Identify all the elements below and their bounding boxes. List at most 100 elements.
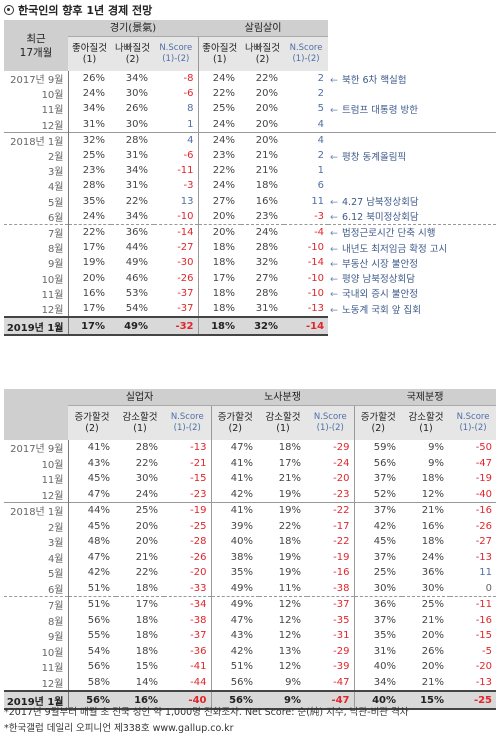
percent-cell: 35% [353, 628, 403, 644]
table-row: 11월 16% 53% -37 18% 28% -10 ← 국내외 증시 불안정 [4, 285, 496, 301]
percent-cell: 16% [255, 195, 279, 207]
net-score-cell: 5 [317, 103, 325, 115]
percent-cell: 45% [353, 534, 403, 550]
percent-cell: 17% [116, 596, 164, 613]
net-score-header: N.Score (1)-(2) [284, 36, 329, 71]
event-cell: ← 평양 남북정상회담 [328, 270, 496, 285]
arrow-left-icon: ← [330, 258, 339, 270]
percent-cell: 36% [421, 567, 445, 579]
net-score-cell: -8 [183, 73, 194, 85]
event-cell: ← 트럼프 대통령 방한 [328, 101, 496, 116]
percent-cell: 20% [135, 520, 158, 532]
total-value-cell: 56% [68, 690, 116, 710]
table-row: 3월 23% 34% -11 22% 21% 1 [4, 163, 496, 179]
net-score-cell: 4 [284, 131, 329, 148]
net-score-cell: -27 [475, 536, 493, 548]
percent-cell: 12% [421, 488, 445, 500]
percent-cell: 12% [259, 596, 307, 613]
percent-cell: 25% [353, 565, 403, 581]
percent-cell: 21% [135, 551, 158, 563]
percent-cell: 37% [353, 612, 403, 628]
percent-cell: 26% [421, 645, 445, 657]
net-score-cell: -34 [164, 596, 211, 613]
percent-cell: 42% [210, 486, 259, 503]
percent-cell: 23% [255, 210, 279, 222]
response-header: 감소할것 (1) [402, 405, 451, 440]
event-label: 트럼프 대통령 방한 [342, 104, 418, 116]
net-score-cell: -36 [190, 645, 207, 657]
month-cell: 9월 [4, 628, 69, 644]
percent-cell: 11% [278, 582, 301, 594]
percent-cell: 31% [255, 302, 279, 314]
table-row: 2월 45% 20% -25 39% 22% -17 42% 16% -26 [4, 518, 496, 534]
percent-cell: 22% [68, 223, 111, 241]
percent-cell: 22% [135, 457, 158, 469]
percent-cell: 42% [87, 567, 110, 579]
total-value-cell: -47 [307, 690, 355, 710]
net-score-cell: 11 [479, 567, 493, 579]
total-value-cell: 18% [197, 316, 242, 336]
percent-cell: 21% [421, 614, 445, 626]
total-value-cell: -40 [164, 690, 211, 710]
month-cell: 3월 [4, 163, 69, 179]
event-cell [328, 131, 497, 148]
event-cell: ← 국내외 증시 불안정 [328, 286, 496, 301]
event-cell: ← 4.27 남북정상회담 [328, 194, 496, 209]
percent-cell: 24% [241, 223, 285, 241]
table-row: 10월 54% 18% -36 42% 13% -29 31% 26% -5 [4, 643, 496, 659]
percent-cell: 21% [255, 165, 279, 177]
percent-cell: 27% [197, 193, 242, 209]
percent-cell: 36% [111, 223, 154, 241]
net-score-cell: -10 [307, 242, 325, 254]
percent-cell: 18% [135, 645, 158, 657]
event-label: 평창 동계올림픽 [342, 151, 407, 163]
percent-cell: 25% [82, 150, 105, 162]
percent-cell: 56% [87, 614, 110, 626]
response-header: 좋아질것 (1) [197, 36, 242, 71]
month-cell: 12월 [4, 674, 69, 691]
total-month-cell: 2019년 1월 [4, 316, 69, 336]
month-cell: 2월 [4, 518, 69, 534]
percent-cell: 24% [197, 131, 242, 148]
percent-cell: 54% [125, 302, 148, 314]
event-label: 4.27 남북정상회담 [342, 197, 419, 209]
percent-cell: 20% [241, 131, 285, 148]
sub-header-row: 증가할것 (2) 감소할것 (1) N.Score (1)-(2) 증가할것 (2) 감소할것(… [4, 405, 497, 440]
net-score-cell: 4 [317, 118, 325, 130]
month-cell: 10월 [4, 86, 69, 102]
percent-cell: 30% [421, 582, 445, 594]
net-score-cell: -3 [183, 180, 194, 192]
table-row: 2018년 1월 44% 25% -19 41% 19% -22 37% 21% -16 [4, 502, 497, 519]
percent-cell: 12% [278, 614, 301, 626]
percent-cell: 47% [210, 440, 259, 456]
percent-cell: 28% [111, 131, 154, 148]
table-row: 2018년 1월 32% 28% 4 24% 20% 4 [4, 131, 497, 148]
month-cell: 3월 [4, 534, 69, 550]
event-cell: ← 노동계 국회 앞 집회 [328, 301, 496, 317]
table-row: 6월 51% 18% -33 49% 11% -38 30% 30% 0 [4, 580, 496, 597]
percent-cell: 21% [255, 150, 279, 162]
total-value-cell: -32 [154, 316, 199, 336]
net-score-cell: -37 [177, 287, 194, 299]
arrow-left-icon: ← [330, 243, 339, 255]
net-score-cell: -23 [190, 488, 207, 500]
percent-cell: 56% [87, 661, 110, 673]
percent-cell: 34% [125, 210, 148, 222]
net-score-cell: 2 [317, 88, 325, 100]
percent-cell: 30% [125, 118, 148, 130]
percent-cell: 47% [87, 551, 110, 563]
percent-cell: 27% [255, 272, 279, 284]
percent-cell: 47% [87, 488, 110, 500]
table-row: 8월 17% 44% -27 18% 28% -10 ← 내년도 최저임금 확정 고시 [4, 240, 496, 256]
group-header-row: 최근 17개월 경기(景氣) 살림살이 [4, 20, 496, 71]
net-score-cell: -38 [190, 614, 207, 626]
percent-cell: 20% [82, 272, 105, 284]
net-score-cell: -5 [482, 645, 493, 657]
unemployment-dispute-table: 실업자 노사분쟁 국제분쟁 증가할것 (2) 감소할것 (1) N.Score (1)-(2) 증… [4, 389, 497, 710]
percent-cell: 44% [125, 242, 148, 254]
table-row: 5월 42% 22% -20 35% 19% -16 25% 36% 11 [4, 565, 496, 581]
percent-cell: 17% [82, 302, 105, 314]
net-score-cell: -33 [190, 582, 207, 594]
net-score-cell: -19 [164, 502, 211, 519]
percent-cell: 51% [210, 659, 259, 675]
